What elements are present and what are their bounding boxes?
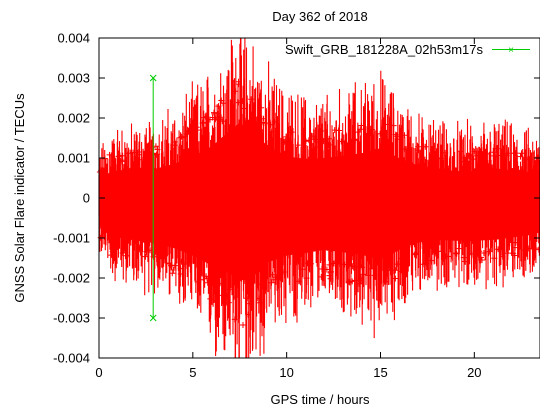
legend-label: Swift_GRB_181228A_02h53m17s	[285, 42, 484, 57]
series-swift-grb-line	[149, 74, 157, 322]
x-tick-label: 0	[95, 365, 102, 380]
x-axis: 0 5 10 15 20	[95, 38, 482, 380]
legend-marker: ×	[508, 45, 514, 56]
y-tick-label: 0.003	[57, 71, 90, 86]
legend: Swift_GRB_181228A_02h53m17s ×	[285, 42, 530, 57]
y-tick-label: 0.002	[57, 111, 90, 126]
y-tick-label: -0.004	[53, 351, 90, 366]
series-red-scatter	[96, 38, 540, 358]
y-tick-label: 0.004	[57, 31, 90, 46]
grb-marker	[149, 74, 157, 82]
y-tick-label: 0.001	[57, 151, 90, 166]
x-tick-label: 10	[279, 365, 293, 380]
y-tick-label: 0	[83, 191, 90, 206]
x-tick-label: 20	[467, 365, 481, 380]
y-tick-label: -0.002	[53, 271, 90, 286]
y-tick-label: -0.003	[53, 311, 90, 326]
grb-marker	[149, 314, 157, 322]
y-axis-label: GNSS Solar Flare indicator / TECUs	[12, 93, 27, 303]
chart-title: Day 362 of 2018	[272, 9, 367, 24]
y-axis: -0.004 -0.003 -0.002 -0.001 0 0.001 0.002 0.003…	[53, 31, 540, 366]
x-axis-label: GPS time / hours	[271, 392, 370, 407]
y-tick-label: -0.001	[53, 231, 90, 246]
red-band-core	[99, 122, 540, 282]
x-tick-label: 15	[373, 365, 387, 380]
x-tick-label: 5	[189, 365, 196, 380]
